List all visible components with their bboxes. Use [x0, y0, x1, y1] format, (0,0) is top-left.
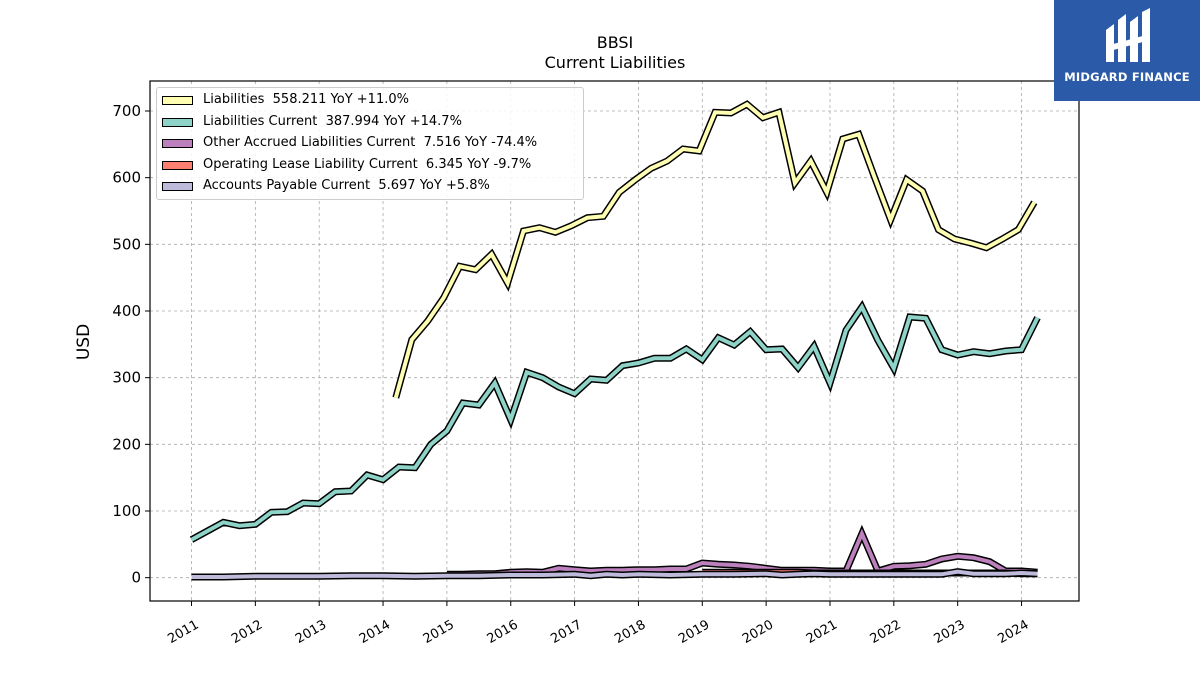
series-stroke	[191, 569, 1038, 579]
x-axis-ticks: 2011 2012 2013 2014 2015 2016 2017 2018 2019 2020…	[165, 601, 1032, 647]
legend-swatch	[162, 96, 193, 105]
chart-subtitle: Current Liabilities	[544, 53, 686, 72]
x-tick-label: 2023	[932, 617, 968, 647]
series-lines	[189, 100, 1041, 581]
legend-swatch	[162, 117, 193, 127]
legend-label: Liabilities Current 387.994 YoY +14.7%	[203, 113, 462, 129]
legend-label: Operating Lease Liability Current 6.345 …	[203, 156, 532, 172]
legend-swatch	[162, 160, 193, 170]
series-line	[189, 300, 1041, 543]
legend-swatch	[162, 182, 193, 191]
x-tick-label: 2014	[357, 617, 393, 647]
brand-logo: MIDGARD FINANCE	[1054, 0, 1200, 101]
midgard-logo-icon	[1106, 8, 1150, 62]
series-stroke	[190, 303, 1040, 542]
x-tick-label: 2015	[421, 617, 457, 647]
x-tick-label: 2013	[293, 617, 329, 647]
series-line	[446, 524, 1038, 578]
y-axis-label: USD	[74, 323, 94, 361]
legend-item: Liabilities 558.211 YoY +11.0%	[157, 91, 583, 112]
y-tick-label: 600	[112, 169, 141, 187]
plot-frame	[149, 80, 1080, 602]
legend-item: Liabilities Current 387.994 YoY +14.7%	[157, 113, 583, 134]
legend-item: Accounts Payable Current 5.697 YoY +5.8%	[157, 177, 583, 198]
series-line	[191, 568, 1038, 581]
x-tick-label: 2020	[740, 617, 776, 647]
x-tick-label: 2017	[548, 617, 584, 647]
y-tick-label: 300	[112, 369, 141, 387]
series-outline	[446, 524, 1038, 578]
y-tick-label: 500	[112, 235, 141, 253]
legend-label: Liabilities 558.211 YoY +11.0%	[203, 92, 409, 107]
y-tick-label: 700	[112, 102, 141, 120]
x-tick-label: 2018	[612, 617, 648, 647]
legend-item: Operating Lease Liability Current 6.345 …	[157, 156, 583, 177]
y-tick-label: 100	[112, 502, 141, 520]
x-tick-label: 2021	[804, 617, 840, 647]
y-axis-ticks: 0 100 200 300 400 500 600 700	[112, 102, 150, 587]
x-tick-label: 2024	[995, 617, 1031, 647]
x-tick-label: 2022	[868, 617, 904, 647]
legend-swatch	[162, 139, 193, 148]
brand-name: MIDGARD FINANCE	[1064, 70, 1190, 84]
series-stroke	[393, 101, 1037, 399]
chart-title: BBSI	[596, 33, 634, 52]
x-tick-label: 2016	[485, 617, 521, 647]
y-tick-label: 200	[112, 435, 141, 453]
legend-label: Other Accrued Liabilities Current 7.516 …	[203, 135, 538, 150]
x-tick-label: 2011	[165, 617, 201, 647]
x-tick-label: 2019	[676, 617, 712, 647]
legend: Liabilities 558.211 YoY +11.0% Liabilitie…	[156, 87, 584, 200]
series-line	[392, 100, 1038, 399]
y-tick-label: 400	[112, 302, 141, 320]
legend-label: Accounts Payable Current 5.697 YoY +5.8%	[203, 178, 490, 193]
y-tick-label: 0	[131, 569, 141, 587]
x-tick-label: 2012	[229, 617, 265, 647]
legend-item: Other Accrued Liabilities Current 7.516 …	[157, 134, 583, 155]
